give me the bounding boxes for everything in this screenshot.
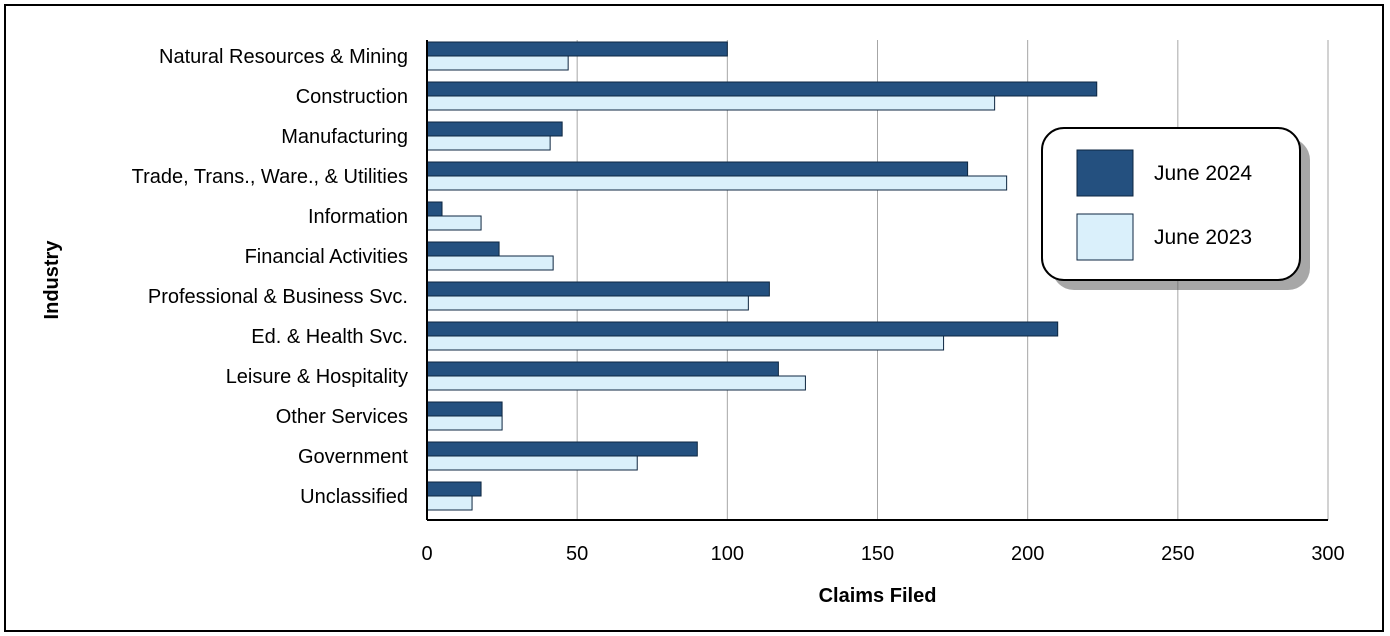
bar-s1-5 (426, 241, 500, 257)
x-tick-label-250: 250 (1161, 543, 1194, 565)
category-label-8: Leisure & Hospitality (226, 366, 408, 388)
bar-s1-0 (426, 41, 728, 57)
bar-s2-1 (426, 95, 996, 111)
x-tick-label-0: 0 (421, 543, 432, 565)
bar-s1-8 (426, 361, 779, 377)
bar-s1-9 (426, 401, 503, 417)
bar-s1-7 (426, 321, 1059, 337)
bar-s2-8 (426, 375, 806, 391)
bar-s1-2 (426, 121, 563, 137)
axes (426, 40, 1328, 521)
bar-s1-11 (426, 481, 482, 497)
category-label-10: Government (298, 446, 408, 468)
bar-s2-10 (426, 455, 638, 471)
legend: June 2024 June 2023 (1041, 127, 1310, 290)
x-tick-label-50: 50 (566, 543, 588, 565)
bar-s2-0 (426, 55, 569, 71)
category-label-7: Ed. & Health Svc. (251, 326, 408, 348)
category-label-5: Financial Activities (245, 246, 408, 268)
bar-s1-6 (426, 281, 770, 297)
category-label-0: Natural Resources & Mining (159, 46, 408, 68)
category-label-4: Information (308, 206, 408, 228)
category-label-6: Professional & Business Svc. (148, 286, 408, 308)
x-tick-label-100: 100 (711, 543, 744, 565)
category-labels: Natural Resources & Mining Construction Ma… (132, 46, 409, 508)
bar-s1-10 (426, 441, 698, 457)
bar-s2-2 (426, 135, 551, 151)
legend-label-1: June 2023 (1154, 226, 1252, 249)
x-tick-label-150: 150 (861, 543, 894, 565)
bars (426, 41, 1098, 511)
category-label-1: Construction (296, 86, 408, 108)
category-label-3: Trade, Trans., Ware., & Utilities (132, 166, 408, 188)
x-tick-labels: 0 50 100 150 200 250 300 (421, 543, 1344, 565)
bar-s2-6 (426, 295, 749, 311)
bar-s2-11 (426, 495, 473, 511)
bar-s2-9 (426, 415, 503, 431)
category-label-2: Manufacturing (281, 126, 408, 148)
legend-swatch-1 (1076, 213, 1134, 261)
category-label-9: Other Services (276, 406, 408, 428)
x-tick-label-300: 300 (1311, 543, 1344, 565)
y-axis-title: Industry (41, 240, 63, 320)
bar-s2-7 (426, 335, 945, 351)
bar-s2-4 (426, 215, 482, 231)
bar-s1-4 (426, 201, 443, 217)
legend-label-0: June 2024 (1154, 162, 1252, 185)
category-label-11: Unclassified (300, 486, 408, 508)
bar-s2-3 (426, 175, 1008, 191)
legend-swatch-0 (1076, 149, 1134, 197)
bar-s1-3 (426, 161, 969, 177)
bar-s2-5 (426, 255, 554, 271)
bar-s1-1 (426, 81, 1098, 97)
x-axis-title: Claims Filed (819, 585, 937, 607)
x-tick-label-200: 200 (1011, 543, 1044, 565)
